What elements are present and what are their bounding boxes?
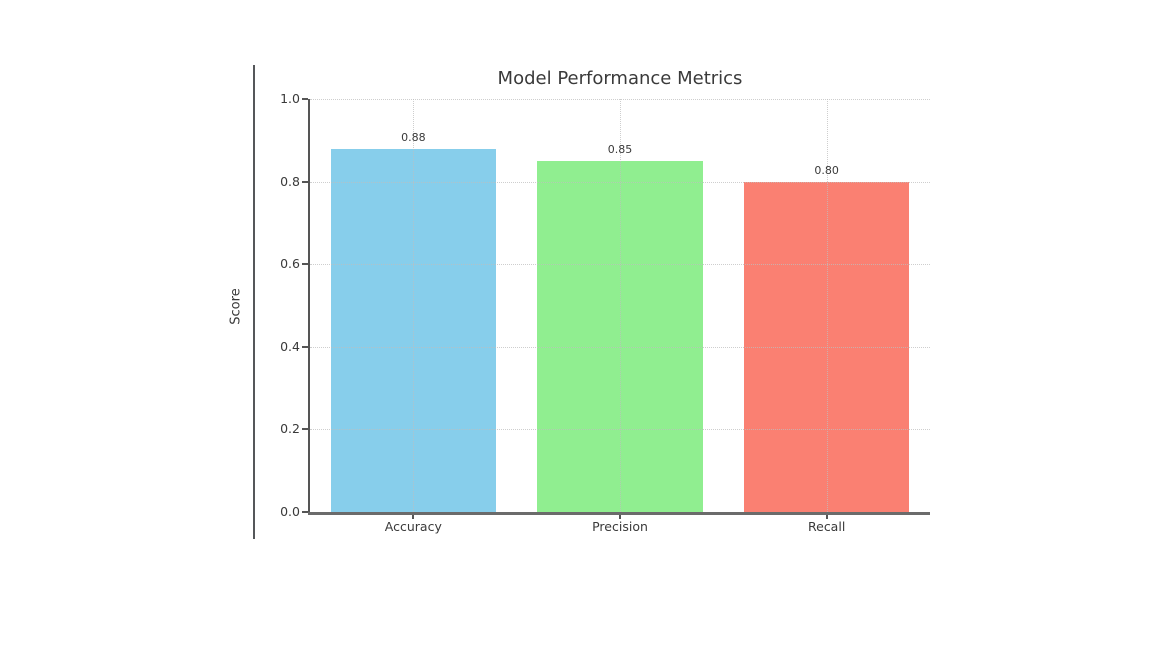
bar-value-label: 0.80 (814, 163, 839, 177)
y-tick-mark (302, 263, 308, 266)
x-tick-label: Accuracy (384, 519, 442, 534)
plot-area: Model Performance Metrics Score 0.0 0.2 0.… (229, 68, 930, 534)
y-tick-label: 0.2 (280, 421, 300, 437)
bar-precision (537, 160, 703, 512)
v-gridline (826, 99, 828, 512)
bar-value-label: 0.88 (401, 130, 426, 144)
v-gridline (620, 99, 621, 512)
x-tick-label: Precision (592, 519, 648, 534)
y-tick-mark (302, 428, 308, 431)
y-tick-label: 1.0 (280, 91, 300, 106)
y-axis-label: Score (228, 288, 244, 325)
y-tick-mark (302, 98, 308, 100)
x-tick-mark (825, 515, 828, 519)
bar-value-label: 0.85 (607, 142, 633, 156)
x-tick-label: Recall (808, 519, 846, 534)
y-tick-label: 0.6 (280, 256, 300, 272)
x-tick-mark (619, 515, 621, 519)
figure-left-border (253, 65, 255, 539)
x-axis-spine (308, 512, 930, 515)
chart-title: Model Performance Metrics (497, 68, 743, 89)
y-tick-label: 0.8 (280, 173, 300, 189)
y-axis-spine (308, 99, 310, 512)
v-gridline (413, 99, 415, 512)
y-tick-mark (302, 345, 308, 348)
y-tick-label: 0.0 (280, 504, 300, 519)
bar-accuracy (330, 148, 496, 512)
y-tick-mark (302, 511, 308, 513)
y-tick-mark (302, 180, 308, 183)
y-tick-label: 0.4 (280, 338, 300, 354)
x-tick-mark (412, 515, 415, 519)
